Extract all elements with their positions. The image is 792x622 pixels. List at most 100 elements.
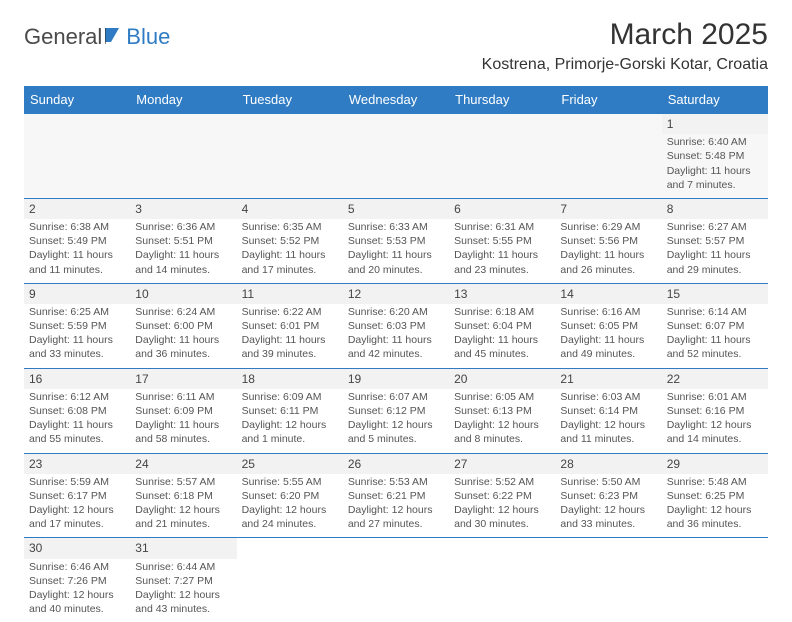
cell-sunset: Sunset: 6:08 PM bbox=[29, 404, 125, 418]
calendar-cell: 27Sunrise: 5:52 AMSunset: 6:22 PMDayligh… bbox=[449, 453, 555, 538]
calendar-table: Sunday Monday Tuesday Wednesday Thursday… bbox=[24, 86, 768, 622]
day-number: 6 bbox=[449, 199, 555, 219]
cell-sunrise: Sunrise: 6:33 AM bbox=[348, 220, 444, 234]
day-number: 31 bbox=[130, 538, 236, 558]
title-block: March 2025 Kostrena, Primorje-Gorski Kot… bbox=[482, 18, 768, 76]
day-number: 21 bbox=[555, 369, 661, 389]
cell-day1: Daylight: 11 hours bbox=[454, 333, 550, 347]
cell-day2: and 17 minutes. bbox=[242, 263, 338, 277]
cell-sunrise: Sunrise: 6:16 AM bbox=[560, 305, 656, 319]
day-number: 20 bbox=[449, 369, 555, 389]
day-number: 19 bbox=[343, 369, 449, 389]
cell-sunset: Sunset: 7:27 PM bbox=[135, 574, 231, 588]
cell-sunset: Sunset: 6:03 PM bbox=[348, 319, 444, 333]
calendar-cell bbox=[237, 114, 343, 199]
cell-sunrise: Sunrise: 6:14 AM bbox=[667, 305, 763, 319]
cell-sunrise: Sunrise: 6:12 AM bbox=[29, 390, 125, 404]
cell-sunset: Sunset: 6:04 PM bbox=[454, 319, 550, 333]
cell-day2: and 21 minutes. bbox=[135, 517, 231, 531]
cell-day2: and 36 minutes. bbox=[135, 347, 231, 361]
cell-day1: Daylight: 12 hours bbox=[242, 503, 338, 517]
cell-sunset: Sunset: 6:17 PM bbox=[29, 489, 125, 503]
cell-day1: Daylight: 11 hours bbox=[667, 333, 763, 347]
logo: General Blue bbox=[24, 24, 170, 50]
calendar-cell bbox=[449, 538, 555, 622]
cell-sunset: Sunset: 6:14 PM bbox=[560, 404, 656, 418]
cell-day1: Daylight: 11 hours bbox=[242, 248, 338, 262]
cell-day1: Daylight: 12 hours bbox=[29, 503, 125, 517]
calendar-cell: 26Sunrise: 5:53 AMSunset: 6:21 PMDayligh… bbox=[343, 453, 449, 538]
calendar-week-row: 23Sunrise: 5:59 AMSunset: 6:17 PMDayligh… bbox=[24, 453, 768, 538]
cell-day2: and 43 minutes. bbox=[135, 602, 231, 616]
cell-sunset: Sunset: 6:11 PM bbox=[242, 404, 338, 418]
cell-sunrise: Sunrise: 6:05 AM bbox=[454, 390, 550, 404]
day-header: Wednesday bbox=[343, 86, 449, 114]
day-number: 18 bbox=[237, 369, 343, 389]
cell-sunset: Sunset: 7:26 PM bbox=[29, 574, 125, 588]
calendar-cell: 25Sunrise: 5:55 AMSunset: 6:20 PMDayligh… bbox=[237, 453, 343, 538]
cell-sunrise: Sunrise: 5:48 AM bbox=[667, 475, 763, 489]
cell-day1: Daylight: 12 hours bbox=[454, 418, 550, 432]
cell-sunrise: Sunrise: 6:07 AM bbox=[348, 390, 444, 404]
cell-day2: and 11 minutes. bbox=[29, 263, 125, 277]
cell-day1: Daylight: 12 hours bbox=[667, 418, 763, 432]
cell-sunset: Sunset: 6:25 PM bbox=[667, 489, 763, 503]
cell-day1: Daylight: 11 hours bbox=[29, 418, 125, 432]
cell-sunset: Sunset: 5:51 PM bbox=[135, 234, 231, 248]
cell-sunrise: Sunrise: 6:27 AM bbox=[667, 220, 763, 234]
calendar-cell: 14Sunrise: 6:16 AMSunset: 6:05 PMDayligh… bbox=[555, 283, 661, 368]
cell-sunrise: Sunrise: 6:46 AM bbox=[29, 560, 125, 574]
calendar-week-row: 16Sunrise: 6:12 AMSunset: 6:08 PMDayligh… bbox=[24, 368, 768, 453]
cell-sunset: Sunset: 5:56 PM bbox=[560, 234, 656, 248]
header: General Blue March 2025 Kostrena, Primor… bbox=[24, 18, 768, 76]
calendar-cell: 21Sunrise: 6:03 AMSunset: 6:14 PMDayligh… bbox=[555, 368, 661, 453]
day-number: 9 bbox=[24, 284, 130, 304]
cell-sunrise: Sunrise: 6:38 AM bbox=[29, 220, 125, 234]
cell-sunset: Sunset: 5:53 PM bbox=[348, 234, 444, 248]
cell-day1: Daylight: 11 hours bbox=[29, 333, 125, 347]
day-number: 28 bbox=[555, 454, 661, 474]
calendar-cell: 8Sunrise: 6:27 AMSunset: 5:57 PMDaylight… bbox=[662, 198, 768, 283]
cell-sunset: Sunset: 6:00 PM bbox=[135, 319, 231, 333]
day-number: 17 bbox=[130, 369, 236, 389]
cell-day2: and 45 minutes. bbox=[454, 347, 550, 361]
cell-day2: and 1 minute. bbox=[242, 432, 338, 446]
calendar-week-row: 9Sunrise: 6:25 AMSunset: 5:59 PMDaylight… bbox=[24, 283, 768, 368]
cell-day2: and 7 minutes. bbox=[667, 178, 763, 192]
calendar-cell: 15Sunrise: 6:14 AMSunset: 6:07 PMDayligh… bbox=[662, 283, 768, 368]
calendar-cell bbox=[24, 114, 130, 199]
cell-day1: Daylight: 12 hours bbox=[135, 588, 231, 602]
day-header: Monday bbox=[130, 86, 236, 114]
logo-text-b: Blue bbox=[126, 24, 170, 50]
cell-sunset: Sunset: 6:05 PM bbox=[560, 319, 656, 333]
cell-sunset: Sunset: 6:01 PM bbox=[242, 319, 338, 333]
calendar-week-row: 1Sunrise: 6:40 AMSunset: 5:48 PMDaylight… bbox=[24, 114, 768, 199]
calendar-cell: 16Sunrise: 6:12 AMSunset: 6:08 PMDayligh… bbox=[24, 368, 130, 453]
cell-day2: and 29 minutes. bbox=[667, 263, 763, 277]
cell-day1: Daylight: 11 hours bbox=[348, 333, 444, 347]
day-number: 12 bbox=[343, 284, 449, 304]
cell-sunrise: Sunrise: 6:31 AM bbox=[454, 220, 550, 234]
cell-day2: and 24 minutes. bbox=[242, 517, 338, 531]
day-header: Sunday bbox=[24, 86, 130, 114]
calendar-cell: 4Sunrise: 6:35 AMSunset: 5:52 PMDaylight… bbox=[237, 198, 343, 283]
day-number: 1 bbox=[662, 114, 768, 134]
cell-sunset: Sunset: 6:16 PM bbox=[667, 404, 763, 418]
calendar-cell: 11Sunrise: 6:22 AMSunset: 6:01 PMDayligh… bbox=[237, 283, 343, 368]
day-number: 15 bbox=[662, 284, 768, 304]
cell-day2: and 55 minutes. bbox=[29, 432, 125, 446]
calendar-cell: 1Sunrise: 6:40 AMSunset: 5:48 PMDaylight… bbox=[662, 114, 768, 199]
calendar-cell bbox=[449, 114, 555, 199]
calendar-cell: 2Sunrise: 6:38 AMSunset: 5:49 PMDaylight… bbox=[24, 198, 130, 283]
cell-sunrise: Sunrise: 6:18 AM bbox=[454, 305, 550, 319]
cell-sunrise: Sunrise: 5:55 AM bbox=[242, 475, 338, 489]
cell-day1: Daylight: 11 hours bbox=[29, 248, 125, 262]
cell-day1: Daylight: 11 hours bbox=[135, 248, 231, 262]
month-title: March 2025 bbox=[482, 18, 768, 52]
cell-sunrise: Sunrise: 5:50 AM bbox=[560, 475, 656, 489]
cell-day1: Daylight: 11 hours bbox=[135, 333, 231, 347]
cell-sunset: Sunset: 5:49 PM bbox=[29, 234, 125, 248]
cell-sunset: Sunset: 5:59 PM bbox=[29, 319, 125, 333]
calendar-cell bbox=[555, 538, 661, 622]
calendar-cell bbox=[662, 538, 768, 622]
